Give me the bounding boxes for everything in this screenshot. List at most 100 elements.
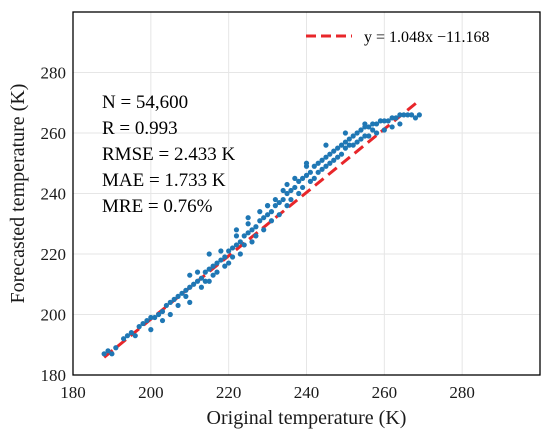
data-point xyxy=(276,199,282,206)
data-point xyxy=(342,139,349,145)
data-point xyxy=(284,181,290,188)
data-point xyxy=(167,311,173,318)
data-point xyxy=(218,257,224,263)
data-point xyxy=(132,333,138,339)
data-point xyxy=(346,136,352,142)
data-point xyxy=(303,172,310,178)
data-point xyxy=(264,203,271,209)
data-point xyxy=(284,203,290,209)
data-point xyxy=(261,227,267,233)
data-point xyxy=(335,154,341,160)
data-point xyxy=(257,209,263,215)
data-point xyxy=(412,115,419,121)
data-point xyxy=(210,263,216,269)
legend-label: y = 1.048x −11.168 xyxy=(364,29,489,46)
y-tick-label: 220 xyxy=(41,245,67,264)
data-point xyxy=(362,121,368,127)
data-point xyxy=(222,263,228,269)
data-point xyxy=(323,154,329,160)
data-point xyxy=(366,124,372,130)
data-point xyxy=(249,239,255,245)
data-point xyxy=(202,269,208,275)
data-point xyxy=(401,112,407,118)
y-tick-label: 260 xyxy=(41,124,67,143)
data-point xyxy=(296,178,302,184)
data-point xyxy=(354,130,360,136)
data-point xyxy=(249,227,255,233)
data-point xyxy=(261,215,267,221)
data-point xyxy=(183,293,189,299)
data-point xyxy=(148,327,154,333)
data-point xyxy=(159,317,166,324)
data-point xyxy=(389,124,395,130)
data-point xyxy=(183,287,189,293)
y-axis-title: Forecasted temperature (K) xyxy=(7,84,29,304)
data-point xyxy=(241,233,247,239)
stat-n: N = 54,600 xyxy=(102,92,188,113)
data-point xyxy=(303,160,310,166)
data-point xyxy=(113,345,119,351)
data-point xyxy=(191,281,197,287)
data-point xyxy=(377,118,384,124)
y-tick-label: 240 xyxy=(41,185,67,204)
data-point xyxy=(358,136,364,142)
data-point xyxy=(152,314,158,321)
data-point xyxy=(319,157,325,163)
data-point xyxy=(327,151,333,157)
data-point xyxy=(222,254,228,260)
data-point xyxy=(292,184,298,191)
data-point xyxy=(163,302,169,309)
x-tick-label: 240 xyxy=(294,383,320,402)
data-point xyxy=(268,218,275,224)
data-point xyxy=(187,272,193,278)
x-axis-title: Original temperature (K) xyxy=(207,407,407,429)
data-point xyxy=(331,157,337,163)
data-point xyxy=(233,242,240,248)
data-point xyxy=(171,296,177,302)
tick-labels: 180 200 220 240 260 280 180 200 220 240 260 280 xyxy=(41,64,475,403)
data-point xyxy=(194,278,201,284)
data-point xyxy=(408,112,415,118)
x-tick-label: 260 xyxy=(372,383,398,402)
data-point xyxy=(253,233,259,239)
data-point xyxy=(373,121,380,127)
data-point xyxy=(300,184,306,191)
data-point xyxy=(373,130,380,136)
data-point xyxy=(136,324,142,330)
data-point xyxy=(198,284,205,290)
data-point xyxy=(272,196,278,203)
data-point xyxy=(148,314,154,321)
data-point xyxy=(319,166,325,172)
data-point xyxy=(381,118,387,124)
data-point xyxy=(187,284,193,290)
data-point xyxy=(292,175,298,181)
data-point xyxy=(354,139,360,145)
data-point xyxy=(370,127,376,133)
data-point xyxy=(315,160,321,166)
data-point xyxy=(109,351,115,357)
data-point xyxy=(210,272,216,278)
data-point xyxy=(338,151,345,157)
stat-mre: MRE = 0.76% xyxy=(102,196,213,217)
data-point xyxy=(206,251,212,257)
data-point xyxy=(284,190,290,197)
data-point xyxy=(288,187,294,194)
data-point xyxy=(311,175,317,181)
data-point xyxy=(214,260,220,266)
data-point xyxy=(280,187,286,194)
data-point xyxy=(311,163,317,169)
data-point xyxy=(342,130,349,136)
stat-rmse: RMSE = 2.433 K xyxy=(102,144,235,165)
data-point xyxy=(229,245,236,251)
x-tick-label: 200 xyxy=(138,383,164,402)
data-point xyxy=(206,278,212,284)
data-point xyxy=(342,145,349,151)
data-point xyxy=(350,142,356,148)
data-point xyxy=(350,133,356,139)
data-point xyxy=(179,290,185,296)
data-point xyxy=(296,190,302,197)
data-point xyxy=(405,112,411,118)
data-point xyxy=(381,127,387,133)
stat-mae: MAE = 1.733 K xyxy=(102,170,226,191)
data-point xyxy=(175,302,181,309)
